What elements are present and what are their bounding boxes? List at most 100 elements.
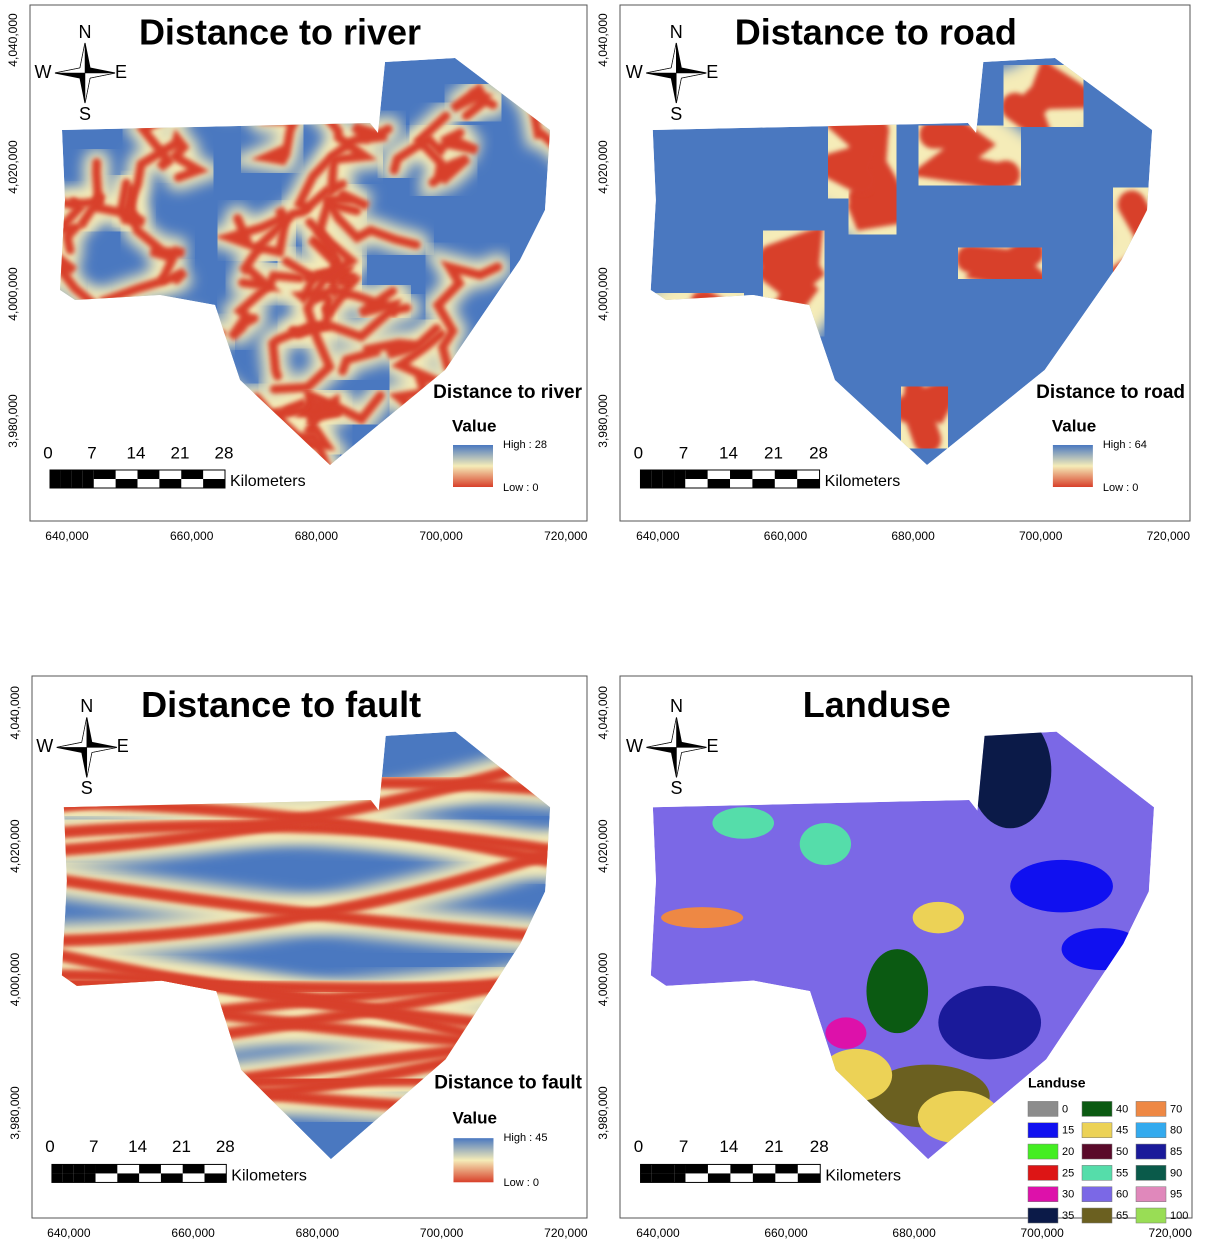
scale-cell: [641, 1173, 652, 1182]
scale-label: 14: [719, 1137, 738, 1156]
legend-label: 30: [1062, 1189, 1074, 1201]
y-tick-label: 4,000,000: [6, 267, 20, 321]
legend-value-label: Value: [452, 1109, 496, 1128]
compass-label: S: [670, 778, 682, 798]
x-tick-label: 700,000: [1020, 1226, 1064, 1240]
scale-label: 28: [216, 1137, 235, 1156]
x-tick-label: 720,000: [544, 1226, 588, 1240]
landuse-patch: [661, 907, 743, 928]
compass-label: E: [706, 62, 718, 82]
scale-label: 0: [43, 443, 52, 462]
scale-cell: [674, 1173, 685, 1182]
compass-label: S: [670, 104, 682, 124]
x-tick-label: 660,000: [171, 1226, 215, 1240]
compass-label: E: [115, 62, 127, 82]
legend-label: 80: [1170, 1125, 1182, 1137]
scale-cell: [674, 470, 685, 479]
legend-swatch: [1028, 1165, 1058, 1180]
scale-label: 7: [679, 443, 688, 462]
scale-label: 14: [127, 443, 146, 462]
y-tick-label: 4,020,000: [6, 140, 20, 194]
legend-low: Low : 0: [503, 1177, 538, 1189]
legend-title: Distance to road: [1036, 382, 1185, 403]
scale-unit: Kilometers: [825, 1168, 901, 1185]
landuse-patch: [800, 823, 851, 865]
scale-label: 7: [679, 1137, 688, 1156]
y-tick-label: 4,000,000: [8, 953, 22, 1007]
y-tick-label: 3,980,000: [596, 394, 610, 448]
scale-unit: Kilometers: [231, 1168, 307, 1185]
scale-cell: [652, 1173, 663, 1182]
legend-label: 15: [1062, 1125, 1074, 1137]
compass-label: W: [36, 736, 53, 756]
map-line: [908, 396, 941, 440]
scale-cell: [663, 1173, 674, 1182]
legend-ramp: [453, 445, 493, 487]
scale-cell: [730, 470, 752, 479]
x-tick-label: 680,000: [296, 1226, 340, 1240]
scale-cell: [205, 1173, 227, 1182]
scale-unit: Kilometers: [230, 473, 306, 490]
scale-cell: [52, 1164, 63, 1173]
landuse-patch: [1010, 860, 1113, 913]
legend-label: 25: [1062, 1167, 1074, 1179]
legend-swatch: [1028, 1101, 1058, 1116]
scale-cell: [663, 470, 674, 479]
scale-cell: [663, 479, 674, 488]
scale-cell: [181, 470, 203, 479]
y-tick-label: 4,040,000: [596, 686, 610, 740]
x-tick-label: 640,000: [636, 529, 680, 543]
landuse-patch: [913, 902, 964, 934]
legend-high: High : 28: [503, 439, 547, 451]
scale-cell: [159, 479, 181, 488]
legend-swatch: [1082, 1208, 1112, 1223]
scale-cell: [50, 479, 61, 488]
y-tick-label: 4,000,000: [596, 953, 610, 1007]
scale-cell: [674, 479, 685, 488]
legend-label: 100: [1170, 1210, 1188, 1222]
legend-high: High : 64: [1103, 439, 1147, 451]
scale-cell: [798, 1173, 820, 1182]
scale-cell: [708, 1173, 730, 1182]
legend-label: 35: [1062, 1210, 1074, 1222]
scale-cell: [775, 470, 797, 479]
map-title: Landuse: [803, 684, 951, 725]
compass-label: N: [79, 22, 92, 42]
y-tick-label: 4,040,000: [6, 13, 20, 67]
scale-label: 28: [215, 443, 234, 462]
x-tick-label: 700,000: [420, 1226, 464, 1240]
scale-cell: [85, 1164, 96, 1173]
legend-swatch: [1082, 1144, 1112, 1159]
x-tick-label: 660,000: [764, 529, 808, 543]
scale-cell: [61, 479, 72, 488]
x-tick-label: 680,000: [891, 529, 935, 543]
y-tick-label: 3,980,000: [596, 1086, 610, 1140]
scale-cell: [663, 1164, 674, 1173]
compass-label: W: [35, 62, 52, 82]
legend-ramp: [453, 1138, 493, 1182]
scale-cell: [94, 470, 116, 479]
legend-swatch: [1136, 1101, 1166, 1116]
scale-cell: [63, 1164, 74, 1173]
scale-cell: [72, 470, 83, 479]
compass-label: E: [117, 736, 129, 756]
scale-cell: [83, 479, 94, 488]
figure: Distance to riverNSWE07142128KilometersD…: [0, 0, 1205, 1247]
scale-cell: [203, 479, 225, 488]
scale-label: 7: [87, 443, 96, 462]
scale-label: 21: [171, 443, 190, 462]
scale-label: 14: [719, 443, 738, 462]
legend-ramp: [1053, 445, 1093, 487]
legend-label: 85: [1170, 1146, 1182, 1158]
landuse-patch: [825, 1017, 866, 1049]
compass-label: S: [79, 104, 91, 124]
legend-title: Distance to fault: [434, 1073, 582, 1094]
scale-cell: [74, 1164, 85, 1173]
scale-cell: [139, 1164, 161, 1173]
legend-low: Low : 0: [503, 482, 538, 494]
landuse-patch: [866, 949, 928, 1033]
scale-cell: [72, 479, 83, 488]
x-tick-label: 720,000: [1149, 1226, 1193, 1240]
x-tick-label: 640,000: [636, 1226, 680, 1240]
legend-swatch: [1082, 1187, 1112, 1202]
